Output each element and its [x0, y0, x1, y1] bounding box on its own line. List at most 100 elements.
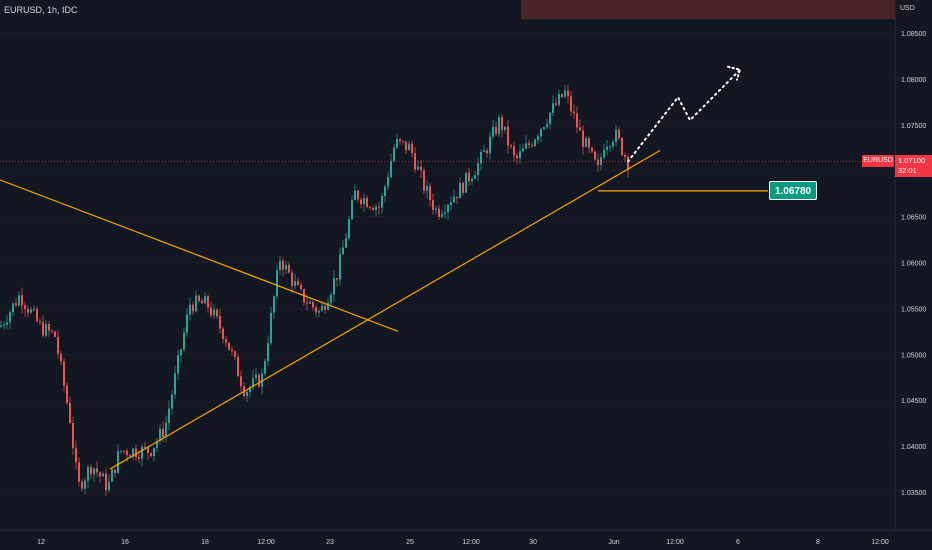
candle-body — [492, 126, 494, 137]
candle-body — [528, 143, 530, 145]
price-tick-label: 1.06500 — [901, 215, 926, 222]
candle-body — [555, 103, 557, 105]
candle-body — [126, 450, 128, 456]
candle-body — [162, 428, 164, 438]
candle-body — [624, 155, 626, 157]
candle-body — [183, 332, 185, 350]
candle-body — [513, 146, 515, 156]
price-tick-label: 1.07500 — [901, 123, 926, 130]
candle-body — [27, 308, 29, 313]
candle-body — [141, 446, 143, 459]
candle-body — [570, 96, 572, 112]
candle-body — [21, 295, 23, 306]
candle-body — [324, 305, 326, 310]
candle-body — [171, 394, 173, 409]
candle-body — [540, 128, 542, 137]
candle-body — [132, 448, 134, 457]
candle-body — [45, 324, 47, 336]
candle-body — [396, 139, 398, 148]
price-tick-label: 1.04500 — [901, 398, 926, 405]
candle-body — [285, 264, 287, 270]
candle-body — [561, 93, 563, 98]
candle-body — [495, 126, 497, 134]
candle-body — [276, 270, 278, 297]
candle-body — [237, 356, 239, 377]
candle-body — [195, 295, 197, 312]
time-tick-label: 6 — [736, 539, 740, 546]
trendline-drawings[interactable] — [0, 65, 768, 470]
candle-body — [228, 342, 230, 350]
candle-body — [594, 151, 596, 160]
candle-body — [444, 212, 446, 214]
candle-body — [24, 305, 26, 309]
candle-body — [441, 213, 443, 217]
projection-path — [627, 68, 741, 163]
time-tick-label: 12:00 — [871, 539, 889, 546]
candle-body — [432, 200, 434, 210]
candle-body — [99, 472, 101, 477]
candle-body — [84, 480, 86, 489]
candle-body — [504, 126, 506, 130]
candle-body — [372, 207, 374, 210]
candle-body — [426, 186, 428, 191]
candle-body — [408, 143, 410, 151]
target-price-label[interactable]: 1.06780 — [769, 181, 817, 200]
candle-body — [405, 141, 407, 151]
candle-body — [600, 157, 602, 165]
candle-body — [129, 455, 131, 457]
candle-body — [423, 170, 425, 191]
candle-body — [279, 260, 281, 271]
candle-body — [144, 446, 146, 448]
candle-body — [207, 296, 209, 308]
symbol-price-tag: EURUSD — [862, 155, 894, 167]
candle-body — [102, 473, 104, 477]
price-tick-label: 1.08000 — [901, 77, 926, 84]
time-tick-label: 25 — [406, 539, 414, 546]
candle-body — [81, 481, 83, 489]
candle-body — [33, 309, 35, 311]
candle-body — [48, 324, 50, 331]
candle-body — [66, 385, 68, 403]
candle-body — [348, 219, 350, 239]
candle-body — [549, 112, 551, 124]
candle-body — [552, 103, 554, 113]
candle-body — [222, 328, 224, 340]
price-axis[interactable]: 1.085001.080001.075001.070001.065001.060… — [901, 31, 926, 497]
candle-body — [159, 428, 161, 441]
candle-body — [273, 296, 275, 313]
candle-body — [96, 468, 98, 473]
candle-body — [117, 451, 119, 473]
candle-body — [381, 196, 383, 208]
candle-body — [456, 196, 458, 199]
candle-body — [297, 281, 299, 285]
candle-body — [615, 129, 617, 142]
candle-body — [315, 307, 317, 313]
candle-body — [42, 322, 44, 336]
time-tick-label: 12:00 — [462, 539, 480, 546]
time-tick-label: 8 — [816, 539, 820, 546]
candle-body — [603, 149, 605, 158]
time-tick-label: 23 — [326, 539, 334, 546]
candle-body — [525, 143, 527, 149]
candle-body — [36, 309, 38, 322]
candle-body — [210, 307, 212, 316]
candle-body — [267, 343, 269, 362]
candle-body — [150, 453, 152, 457]
candle-body — [357, 190, 359, 200]
candle-body — [186, 314, 188, 333]
candle-body — [501, 117, 503, 130]
trendline — [0, 179, 399, 332]
candle-body — [30, 309, 32, 313]
time-axis[interactable]: 12 16 18 12:00 23 25 12:00 30 Jun 12:00 6 8 12:00 — [37, 539, 889, 546]
symbol-header[interactable]: EURUSD, 1h, IDC — [4, 5, 78, 15]
candle-body — [87, 467, 89, 481]
candle-body — [543, 127, 545, 129]
candle-body — [339, 254, 341, 280]
candle-body — [369, 207, 371, 209]
candle-body — [342, 247, 344, 255]
candle-body — [240, 376, 242, 387]
candle-body — [498, 117, 500, 134]
candle-body — [558, 93, 560, 105]
candle-body — [54, 331, 56, 337]
